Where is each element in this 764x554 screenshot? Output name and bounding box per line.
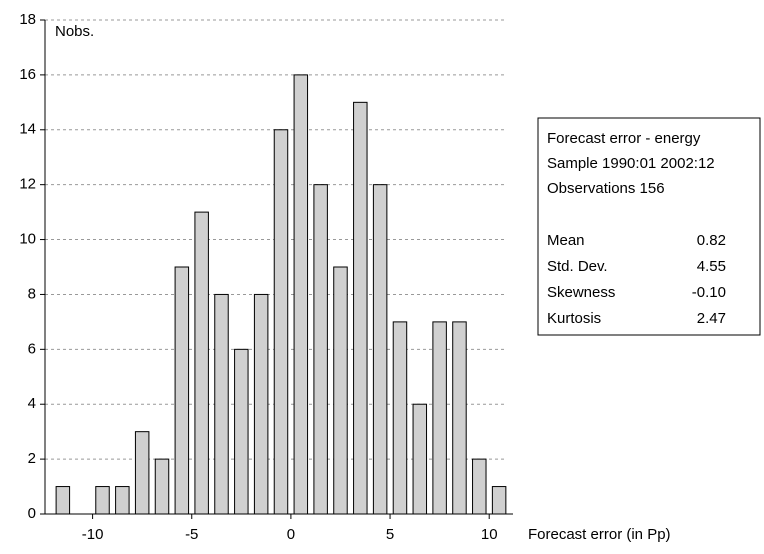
- y-tick-label: 18: [19, 11, 36, 28]
- y-tick-label: 16: [19, 66, 36, 83]
- bar: [115, 486, 130, 515]
- bar: [214, 293, 229, 515]
- stats-label: Kurtosis: [547, 310, 601, 327]
- bar: [253, 293, 269, 515]
- bar: [472, 458, 487, 515]
- stats-label: Std. Dev.: [547, 258, 608, 275]
- y-tick-label: 2: [28, 450, 36, 467]
- x-tick-label: -5: [185, 526, 198, 543]
- bar: [313, 184, 328, 515]
- stats-value: 4.55: [697, 258, 726, 275]
- bar: [333, 266, 348, 515]
- bar: [134, 431, 150, 515]
- y-tick-label: 8: [28, 285, 36, 302]
- y-tick-label: 14: [19, 121, 36, 138]
- stats-line: Observations 156: [547, 180, 665, 197]
- y-tick-label: 6: [28, 340, 36, 357]
- bar: [174, 266, 190, 515]
- y-tick-label: 10: [19, 231, 36, 248]
- stats-line: Sample 1990:01 2002:12: [547, 155, 715, 172]
- x-tick-label: 5: [386, 526, 394, 543]
- bar: [95, 486, 110, 515]
- x-tick-label: -10: [82, 526, 104, 543]
- bar: [372, 184, 388, 515]
- bar: [194, 211, 209, 515]
- stats-box: [537, 117, 761, 336]
- x-tick-label: 0: [287, 526, 295, 543]
- y-axis-label: Nobs.: [55, 23, 94, 40]
- bar: [412, 403, 428, 515]
- bar: [55, 486, 71, 515]
- bar: [491, 486, 507, 515]
- bar: [452, 321, 467, 515]
- bar: [234, 348, 249, 515]
- stats-value: 0.82: [697, 232, 726, 249]
- y-tick-label: 0: [28, 505, 36, 522]
- stats-value: -0.10: [692, 284, 726, 301]
- bar: [154, 458, 170, 515]
- bar: [273, 129, 289, 515]
- y-tick-label: 4: [28, 395, 36, 412]
- bar: [293, 74, 309, 515]
- y-tick-label: 12: [19, 176, 36, 193]
- x-tick-label: 10: [481, 526, 498, 543]
- bar: [432, 321, 447, 515]
- stats-value: 2.47: [697, 310, 726, 327]
- stats-line: Forecast error - energy: [547, 130, 701, 147]
- bar: [392, 321, 408, 515]
- stats-label: Mean: [547, 232, 585, 249]
- stats-label: Skewness: [547, 284, 615, 301]
- bar: [353, 101, 368, 515]
- x-axis-label: Forecast error (in Pp): [528, 526, 671, 543]
